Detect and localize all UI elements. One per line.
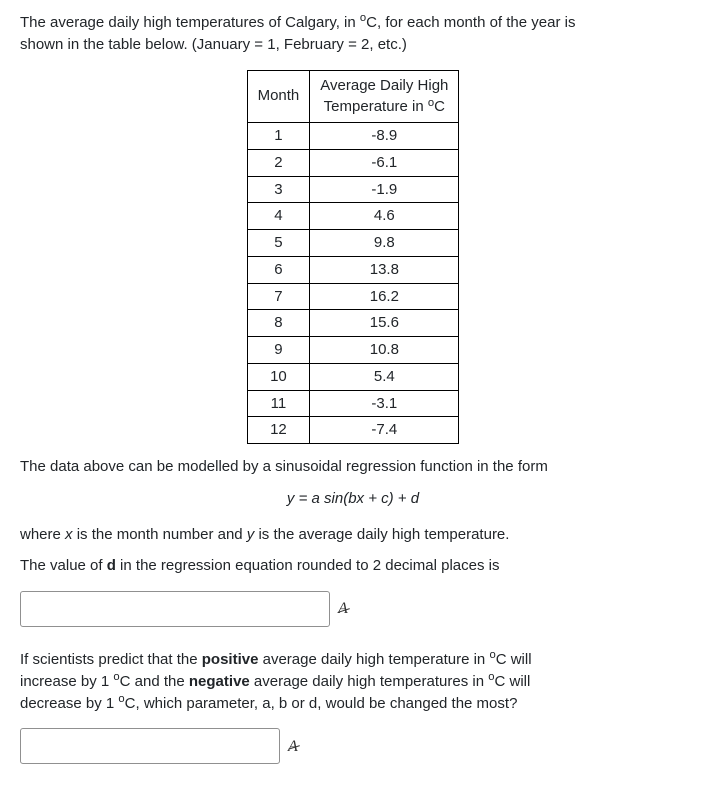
cell-temp: -6.1 — [310, 149, 459, 176]
answer-input-1[interactable] — [20, 591, 330, 627]
deg-c: C — [366, 14, 377, 31]
col-month-header: Month — [247, 70, 310, 123]
cell-temp: -3.1 — [310, 390, 459, 417]
table-row: 716.2 — [247, 283, 459, 310]
table-row: 105.4 — [247, 363, 459, 390]
format-icon[interactable]: A — [338, 597, 348, 620]
table-row: 910.8 — [247, 337, 459, 364]
cell-month: 6 — [247, 256, 310, 283]
cell-month: 4 — [247, 203, 310, 230]
question-intro: The average daily high temperatures of C… — [20, 12, 686, 56]
cell-temp: -7.4 — [310, 417, 459, 444]
cell-temp: -1.9 — [310, 176, 459, 203]
equation: y = a sin(bx + c) + d — [20, 488, 686, 510]
table-row: 11-3.1 — [247, 390, 459, 417]
cell-temp: 10.8 — [310, 337, 459, 364]
table-row: 44.6 — [247, 203, 459, 230]
where-text: where x is the month number and y is the… — [20, 524, 686, 546]
table-row: 3-1.9 — [247, 176, 459, 203]
cell-month: 10 — [247, 363, 310, 390]
cell-month: 7 — [247, 283, 310, 310]
cell-month: 11 — [247, 390, 310, 417]
format-icon[interactable]: A — [288, 735, 298, 758]
table-row: 1-8.9 — [247, 123, 459, 150]
cell-temp: 16.2 — [310, 283, 459, 310]
table-row: 59.8 — [247, 230, 459, 257]
cell-month: 12 — [247, 417, 310, 444]
cell-temp: 4.6 — [310, 203, 459, 230]
table-row: 815.6 — [247, 310, 459, 337]
table-row: 613.8 — [247, 256, 459, 283]
cell-temp: 9.8 — [310, 230, 459, 257]
intro-text-1b: , for each month of the year is — [377, 14, 575, 31]
col-temp-header: Average Daily High Temperature in oC — [310, 70, 459, 123]
intro-text-1: The average daily high temperatures of C… — [20, 14, 360, 31]
cell-temp: 5.4 — [310, 363, 459, 390]
table-row: 12-7.4 — [247, 417, 459, 444]
table-row: 2-6.1 — [247, 149, 459, 176]
q1-text: The value of d in the regression equatio… — [20, 555, 686, 577]
intro-text-2: shown in the table below. (January = 1, … — [20, 36, 407, 53]
cell-month: 9 — [247, 337, 310, 364]
cell-month: 5 — [247, 230, 310, 257]
degree-symbol: o — [360, 12, 366, 24]
cell-temp: 15.6 — [310, 310, 459, 337]
cell-temp: 13.8 — [310, 256, 459, 283]
q2-text: If scientists predict that the positive … — [20, 649, 686, 714]
cell-month: 2 — [247, 149, 310, 176]
cell-month: 3 — [247, 176, 310, 203]
temperature-table: Month Average Daily High Temperature in … — [247, 70, 460, 445]
cell-temp: -8.9 — [310, 123, 459, 150]
cell-month: 1 — [247, 123, 310, 150]
answer-input-2[interactable] — [20, 728, 280, 764]
cell-month: 8 — [247, 310, 310, 337]
model-text: The data above can be modelled by a sinu… — [20, 456, 686, 478]
